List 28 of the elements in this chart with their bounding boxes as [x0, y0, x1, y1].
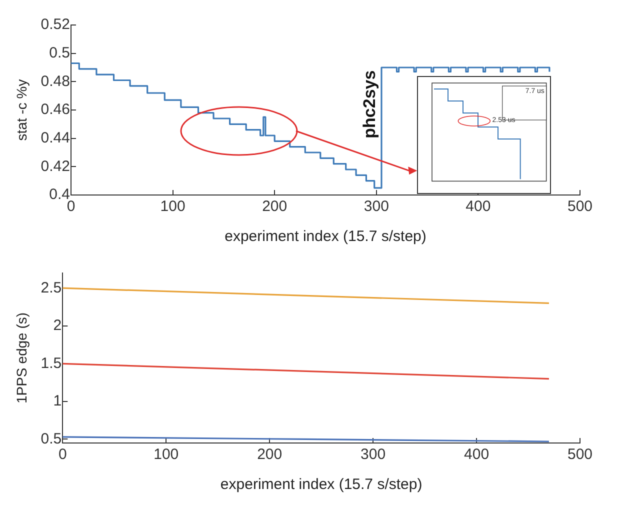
y-tick-label: 0.46	[40, 101, 70, 118]
annotation: phc2sys	[360, 70, 379, 138]
x-tick-label: 400	[466, 198, 491, 216]
x-axis-title: experiment index (15.7 s/step)	[224, 228, 426, 246]
x-tick-label: 0	[66, 198, 76, 216]
x-tick-label: 300	[360, 446, 386, 464]
y-axis-title: 1PPS edge (s)	[13, 312, 30, 404]
x-tick-label: 0	[58, 446, 67, 464]
x-tick-label: 400	[464, 446, 490, 464]
x-tick-label: 500	[567, 446, 593, 464]
x-tick-label: 500	[567, 198, 593, 216]
x-tick-label: 100	[160, 198, 186, 216]
y-tick-label: 0.5	[49, 44, 70, 62]
y-tick-label: 2.5	[40, 279, 62, 296]
y-tick-label: 0.44	[40, 129, 70, 146]
x-tick-label: 200	[257, 446, 282, 464]
y-tick-label: 0.48	[40, 72, 70, 90]
y-axis-title: stat -c %y	[13, 79, 30, 141]
y-tick-label: 1.5	[40, 354, 62, 372]
y-tick-label: 0.42	[40, 158, 70, 175]
x-axis-title: experiment index (15.7 s/step)	[220, 476, 422, 494]
x-tick-label: 100	[154, 446, 179, 464]
y-tick-label: 1	[53, 392, 62, 410]
y-tick-label: 0.5	[40, 430, 62, 448]
y-tick-label: 0.52	[40, 16, 70, 34]
x-tick-label: 300	[364, 198, 389, 216]
y-tick-label: 2	[53, 317, 62, 334]
x-tick-label: 200	[262, 198, 288, 216]
